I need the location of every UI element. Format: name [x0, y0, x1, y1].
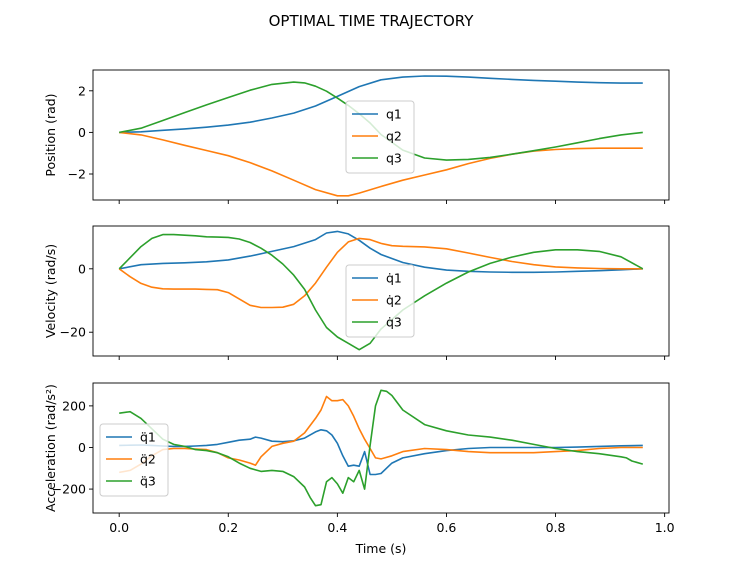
series-line-q2 [119, 131, 643, 197]
series-line-q1 [119, 428, 643, 476]
y-tick-label: −200 [52, 482, 86, 497]
axes-frame [92, 225, 670, 357]
legend-box [345, 100, 415, 174]
series-line-q2 [118, 237, 643, 309]
legend-label-q2: q̇2 [386, 293, 402, 308]
legend-label-q1: q̈1 [140, 430, 156, 445]
legend-box [99, 423, 169, 497]
legend-label-q1: q1 [386, 107, 402, 122]
y-tick-label: −20 [60, 325, 86, 340]
y-tick-label: 0 [78, 261, 86, 276]
legend-box [345, 264, 415, 338]
legend-label-q2: q2 [386, 129, 402, 144]
x-tick-label: 1.0 [655, 520, 675, 535]
y-axis-label: Acceleration (rad/s²) [43, 384, 58, 512]
legend-label-q1: q̇1 [386, 271, 402, 286]
x-tick-label: 0.8 [546, 520, 566, 535]
x-tick-label: 0.6 [437, 520, 457, 535]
legend: q1 q2 q3 [345, 100, 415, 174]
y-tick-label: 0 [78, 125, 86, 140]
series-line-q1 [119, 230, 643, 274]
y-tick-label: 0 [78, 440, 86, 455]
acceleration-panel: 200 0 −200 0.0 0.2 0.4 0.6 0.8 1.0 Acceleration (… [43, 382, 675, 556]
figure-title: OPTIMAL TIME TRAJECTORY [269, 12, 475, 30]
axes-frame [92, 382, 670, 514]
legend-label-q3: q̇3 [386, 315, 402, 330]
y-axis-label: Position (rad) [43, 93, 58, 176]
legend-label-q3: q̈3 [140, 474, 156, 489]
series-line-q2 [119, 395, 643, 474]
y-tick-label: −2 [68, 167, 86, 182]
x-tick-label: 0.4 [327, 520, 347, 535]
y-tick-label: 200 [62, 398, 86, 413]
legend-label-q2: q̈2 [140, 452, 156, 467]
legend: q̈1 q̈2 q̈3 [99, 423, 169, 497]
x-tick-label: 0.0 [109, 520, 129, 535]
y-tick-label: 2 [78, 83, 86, 98]
series-line-q3 [119, 389, 644, 507]
x-axis-label: Time (s) [355, 541, 407, 556]
y-axis-label: Velocity (rad/s) [43, 244, 58, 338]
series-line-q3 [118, 233, 644, 351]
legend: q̇1 q̇2 q̇3 [345, 264, 415, 338]
legend-label-q3: q3 [386, 151, 402, 166]
x-tick-label: 0.2 [218, 520, 238, 535]
series-line-q1 [119, 75, 643, 134]
position-panel: 2 0 −2 Position (rad) q1 q2 q3 [43, 69, 670, 204]
axes-frame [92, 69, 670, 201]
